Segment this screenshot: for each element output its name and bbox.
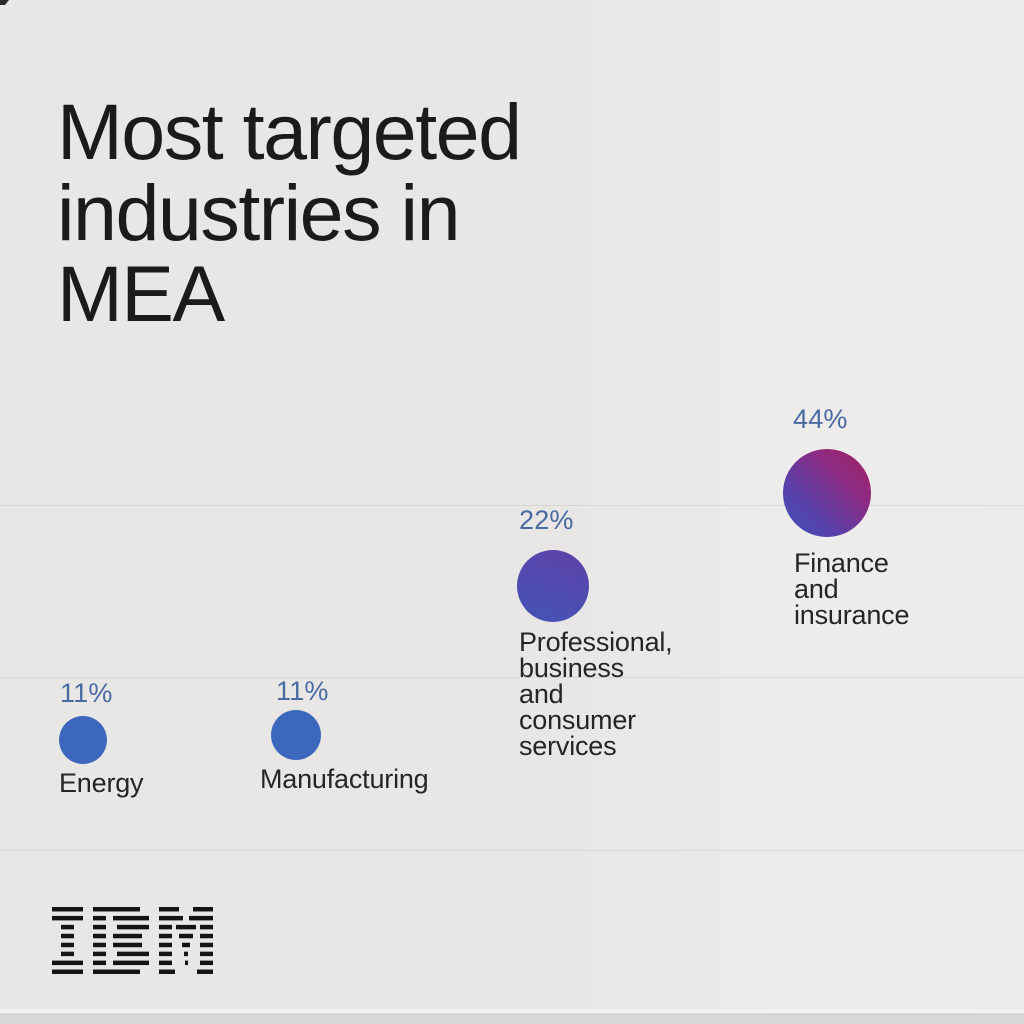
corner-artifact (0, 0, 9, 5)
value-label-manufacturing: 11% (276, 676, 329, 706)
ibm-logo-icon (52, 907, 213, 974)
category-label-manufacturing: Manufacturing (260, 764, 429, 794)
title-line-3: MEA (57, 248, 225, 338)
bottom-edge-highlight (0, 1009, 1024, 1013)
category-label-finance-insurance: Finance and insurance (794, 548, 910, 630)
bottom-edge-strip (0, 1013, 1024, 1024)
title-line-1: Most targeted (57, 86, 522, 176)
gridline-top (0, 505, 1024, 506)
gridline-middle (0, 677, 1024, 678)
title-line-2: industries in (57, 167, 461, 257)
category-label-energy: Energy (59, 768, 144, 798)
bubble-manufacturing (271, 710, 321, 760)
page-title: Most targeted industries in MEA (57, 91, 522, 334)
gridline-bottom (0, 850, 1024, 851)
bubble-professional-services (517, 550, 589, 622)
bubble-energy (59, 716, 107, 764)
bubble-finance-insurance (783, 449, 871, 537)
category-label-professional-services: Professional, business and consumer serv… (519, 627, 673, 761)
value-label-professional-services: 22% (519, 505, 574, 535)
value-label-energy: 11% (60, 678, 113, 708)
value-label-finance-insurance: 44% (793, 404, 848, 434)
